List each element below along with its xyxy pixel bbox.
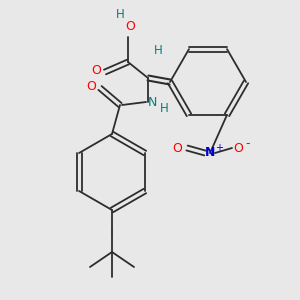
Text: H: H: [154, 44, 162, 56]
Text: N: N: [147, 95, 157, 109]
Text: O: O: [91, 64, 101, 76]
Text: O: O: [172, 142, 182, 154]
Text: +: +: [215, 143, 223, 153]
Text: O: O: [233, 142, 243, 154]
Text: H: H: [116, 8, 124, 22]
Text: H: H: [160, 101, 168, 115]
Text: O: O: [86, 80, 96, 92]
Text: N: N: [205, 146, 215, 160]
Text: O: O: [125, 20, 135, 34]
Text: -: -: [246, 137, 250, 151]
